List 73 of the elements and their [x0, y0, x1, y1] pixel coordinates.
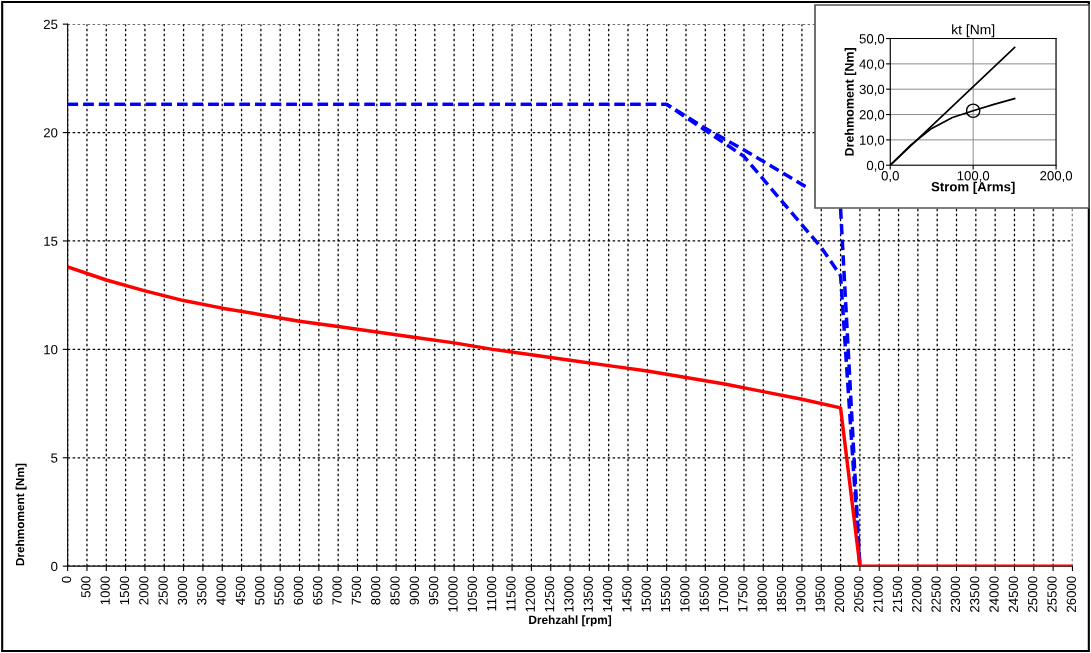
x-tick-label: 2000 — [139, 576, 149, 605]
x-tick-label: 11000 — [486, 576, 497, 611]
x-tick-label: 24000 — [989, 576, 999, 612]
x-tick-label: 1000 — [100, 576, 110, 605]
x-tick-label: 8000 — [371, 576, 381, 605]
x-tick-label: 5000 — [255, 576, 265, 605]
x-tick-label: 16000 — [680, 576, 690, 612]
x-tick-label: 25500 — [1047, 576, 1057, 612]
x-tick-label: 13500 — [583, 576, 593, 612]
x-tick-label: 17500 — [738, 576, 748, 612]
y-tick-label: 20,0 — [859, 110, 885, 122]
y-tick-label: 0 — [51, 561, 58, 572]
y-tick-label: 25 — [43, 19, 58, 30]
x-tick-label: 2500 — [158, 576, 168, 605]
x-tick-label: 7500 — [351, 576, 362, 605]
x-tick-label: 15000 — [641, 576, 651, 612]
x-tick-label: 14500 — [622, 576, 632, 612]
y-tick-label: 50,0 — [859, 34, 885, 45]
x-tick-label: 24500 — [1008, 576, 1019, 612]
y-axis-title: Drehmoment [Nm] — [15, 463, 27, 566]
x-tick-label: 4000 — [216, 576, 226, 605]
x-tick-label: 23000 — [950, 576, 961, 612]
y-tick-label: 10 — [44, 344, 58, 355]
x-tick-label: 100,0 — [957, 171, 990, 183]
x-tick-label: 6000 — [293, 576, 304, 605]
x-tick-label: 10500 — [467, 576, 477, 612]
x-tick-label: 22000 — [912, 576, 922, 612]
y-axis-title: Drehmoment [Nm] — [844, 48, 857, 156]
y-tick-label: 30,0 — [859, 84, 885, 96]
x-tick-label: 22500 — [931, 576, 941, 612]
x-tick-label: 5500 — [274, 576, 284, 605]
x-axis-title: Strom [Arms] — [931, 181, 1015, 194]
x-tick-label: 3500 — [197, 576, 207, 605]
x-tick-label: 21000 — [873, 576, 883, 612]
x-tick-label: 14000 — [602, 576, 613, 612]
x-tick-label: 25000 — [1028, 576, 1038, 612]
x-tick-label: 20000 — [834, 576, 845, 612]
x-tick-label: 16500 — [699, 576, 709, 612]
x-tick-label: 21500 — [892, 576, 903, 612]
x-tick-label: 11500 — [506, 576, 516, 611]
x-tick-label: 3000 — [177, 576, 188, 605]
x-tick-label: 19500 — [815, 576, 825, 612]
x-tick-label: 4500 — [235, 576, 246, 605]
x-tick-label: 200,0 — [1040, 171, 1073, 183]
x-axis-title: Drehzahl [rpm] — [529, 615, 612, 627]
y-tick-label: 10,0 — [860, 135, 885, 147]
x-tick-label: 15500 — [660, 576, 671, 612]
y-tick-label: 0,0 — [866, 160, 885, 172]
y-tick-label: 5 — [51, 453, 58, 463]
x-tick-label: 8500 — [390, 576, 400, 605]
x-tick-label: 0 — [61, 576, 72, 583]
x-tick-label: 0,0 — [881, 171, 899, 183]
y-tick-label: 15 — [44, 236, 58, 246]
x-tick-label: 6500 — [313, 576, 323, 605]
x-tick-label: 500 — [81, 576, 91, 598]
x-tick-label: 26000 — [1066, 576, 1076, 612]
x-tick-label: 17000 — [718, 576, 729, 612]
x-tick-label: 20500 — [854, 576, 864, 612]
x-tick-label: 23500 — [970, 576, 980, 612]
x-tick-label: 19000 — [796, 576, 806, 612]
x-tick-label: 12500 — [544, 576, 555, 612]
x-tick-label: 9000 — [409, 576, 419, 605]
y-tick-label: 20 — [43, 128, 58, 138]
x-tick-label: 18500 — [776, 576, 787, 612]
y-tick-label: 40,0 — [859, 59, 885, 71]
x-tick-label: 9500 — [428, 576, 439, 605]
chart-title: kt [Nm] — [952, 24, 995, 38]
x-tick-label: 13000 — [564, 576, 574, 612]
x-tick-label: 7000 — [332, 576, 342, 605]
x-tick-label: 10000 — [448, 576, 458, 612]
x-tick-label: 1500 — [119, 576, 130, 605]
x-tick-label: 12000 — [525, 576, 535, 612]
x-tick-label: 18000 — [757, 576, 767, 612]
